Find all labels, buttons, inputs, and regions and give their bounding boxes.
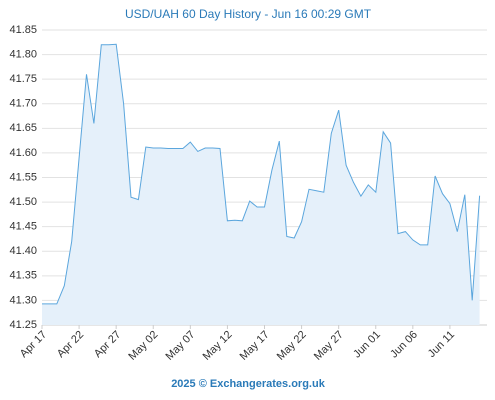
x-tick-label: Apr 17 — [18, 329, 49, 360]
x-tick-label: May 02 — [126, 329, 160, 363]
x-tick-label: Jun 11 — [426, 329, 457, 360]
y-tick-label: 41.25 — [9, 319, 37, 331]
x-tick-label: May 22 — [275, 329, 309, 363]
x-tick-label: May 17 — [238, 329, 272, 363]
y-tick-label: 41.35 — [9, 270, 37, 282]
x-tick-label: May 27 — [312, 329, 346, 363]
x-tick-label: May 07 — [164, 329, 198, 363]
footer: 2025 © Exchangerates.org.uk — [171, 378, 326, 390]
x-tick-label: Apr 27 — [92, 329, 123, 360]
y-tick-label: 41.70 — [9, 98, 37, 110]
x-tick-label: May 12 — [201, 329, 235, 363]
y-tick-label: 41.50 — [9, 196, 37, 208]
y-tick-label: 41.55 — [9, 171, 37, 183]
x-tick-label: Jun 01 — [351, 329, 383, 361]
y-tick-label: 41.60 — [9, 147, 37, 159]
area — [42, 44, 480, 326]
y-tick-label: 41.80 — [9, 48, 37, 60]
line — [42, 43, 481, 305]
y-tick-label: 41.40 — [9, 245, 37, 257]
x-tick-label: Jun 06 — [388, 329, 420, 361]
chart-title: USD/UAH 60 Day History - Jun 16 00:29 GM… — [125, 7, 372, 21]
y-tick-label: 41.75 — [9, 73, 37, 85]
x-tick-label: Apr 22 — [55, 329, 86, 360]
y-tick-label: 41.65 — [9, 122, 37, 134]
y-tick-label: 41.30 — [9, 294, 37, 306]
y-tick-label: 41.85 — [9, 24, 37, 36]
y-tick-label: 41.45 — [9, 221, 37, 233]
